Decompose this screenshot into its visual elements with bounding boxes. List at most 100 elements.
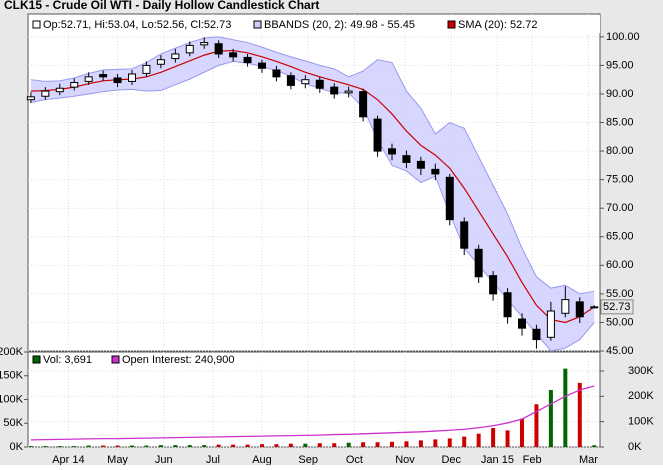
volume-bar	[43, 446, 48, 447]
candle-body	[402, 155, 411, 164]
y2-tick-label: 300K	[628, 365, 654, 377]
candle-body	[575, 301, 584, 318]
candle-body	[171, 53, 180, 60]
legend-entry: Vol: 3,691	[43, 354, 92, 366]
y-tick-label: 100.00	[606, 31, 640, 43]
candle-body	[272, 69, 281, 78]
candle-body	[26, 96, 35, 101]
y-tick-label: 75.00	[606, 174, 634, 186]
y-tick-label: 0K	[10, 441, 24, 453]
x-tick-label: Feb	[523, 454, 542, 465]
volume-bar	[57, 446, 62, 447]
open-interest-line	[30, 385, 595, 441]
volume-bar	[534, 404, 539, 447]
x-tick-label: Jul	[206, 454, 220, 465]
volume-bar	[130, 445, 134, 447]
candle-body	[445, 176, 454, 221]
sma-line	[30, 49, 595, 324]
y-tick-label: 90.00	[606, 88, 634, 100]
volume-bar	[332, 443, 337, 447]
last-price-label: 52.73	[603, 301, 631, 313]
y-tick-label: 95.00	[606, 59, 634, 71]
volume-bar	[563, 368, 568, 447]
y-tick-label: 200K	[0, 346, 24, 358]
candle-body	[590, 306, 599, 309]
candle-body	[388, 148, 396, 155]
x-tick-label: Dec	[441, 454, 461, 465]
y-tick-label: 50K	[3, 417, 23, 429]
volume-bar	[173, 445, 178, 447]
y-tick-label: 100K	[0, 393, 24, 405]
y2-tick-label: 100K	[628, 416, 654, 428]
candle-body	[200, 42, 209, 46]
volume-bar	[317, 443, 322, 447]
candle-body	[416, 160, 425, 169]
volume-bar	[548, 390, 553, 447]
volume-bar	[274, 444, 279, 447]
volume-bar	[260, 444, 264, 447]
candle-body	[474, 248, 483, 278]
legend-entry: Open Interest: 240,900	[122, 354, 235, 366]
volume-bar	[462, 436, 467, 447]
volume-bar	[404, 441, 409, 447]
volume-bar	[505, 430, 510, 447]
y-tick-label: 85.00	[606, 116, 634, 128]
candle-body	[156, 59, 165, 65]
candle-body	[286, 75, 295, 86]
x-tick-label: Apr 14	[52, 454, 84, 465]
candle-body	[99, 74, 108, 78]
x-tick-label: Oct	[346, 454, 363, 465]
x-tick-label: Aug	[252, 454, 272, 465]
candle-body	[55, 87, 64, 93]
candle-body	[503, 292, 512, 318]
candle-body	[532, 328, 541, 341]
y-tick-label: 150K	[0, 370, 24, 382]
y-tick-label: 50.00	[606, 316, 634, 328]
candle-body	[113, 77, 122, 84]
candle-body	[546, 310, 555, 338]
candle-body	[243, 56, 252, 64]
chart-title: CLK15 - Crude Oil WTI - Daily Hollow Can…	[4, 0, 319, 12]
volume-bar	[361, 442, 366, 447]
x-tick-label: Sep	[298, 454, 318, 465]
candle-body	[84, 76, 93, 82]
volume-bar	[520, 418, 524, 447]
volume-bar	[346, 442, 351, 447]
candle-body	[315, 79, 324, 89]
volume-bar	[231, 444, 236, 447]
volume-bar	[86, 445, 91, 447]
candle-body	[330, 86, 339, 95]
volume-bar	[418, 440, 423, 447]
x-tick-label: Mar	[579, 454, 598, 465]
volume-bar	[303, 443, 308, 447]
x-tick-label: Jun	[155, 454, 173, 465]
candle-body	[518, 318, 526, 329]
legend-bg	[29, 15, 600, 33]
candle-body	[214, 43, 223, 55]
band-fill	[30, 36, 595, 351]
y-tick-label: 45.00	[606, 345, 634, 357]
x-tick-label: Nov	[395, 454, 415, 465]
volume-bar	[72, 446, 77, 447]
legend-bg	[29, 353, 269, 367]
candle-body	[373, 118, 382, 152]
y-tick-label: 60.00	[606, 259, 634, 271]
x-tick-label: May	[107, 454, 128, 465]
last-price-box	[600, 299, 634, 315]
volume-bar	[115, 445, 120, 447]
candle-body	[258, 62, 266, 69]
volume-panel	[27, 351, 601, 448]
volume-bar	[144, 445, 149, 447]
candle-body	[229, 52, 238, 58]
candle-body	[142, 64, 151, 74]
volume-bar	[158, 445, 163, 447]
volume-bar	[375, 442, 380, 447]
candle-body	[359, 91, 368, 118]
volume-bar	[476, 433, 481, 447]
y2-tick-label: 0K	[628, 441, 642, 453]
volume-bar	[187, 445, 192, 447]
legend-swatch	[32, 355, 41, 364]
volume-bar	[390, 441, 394, 447]
